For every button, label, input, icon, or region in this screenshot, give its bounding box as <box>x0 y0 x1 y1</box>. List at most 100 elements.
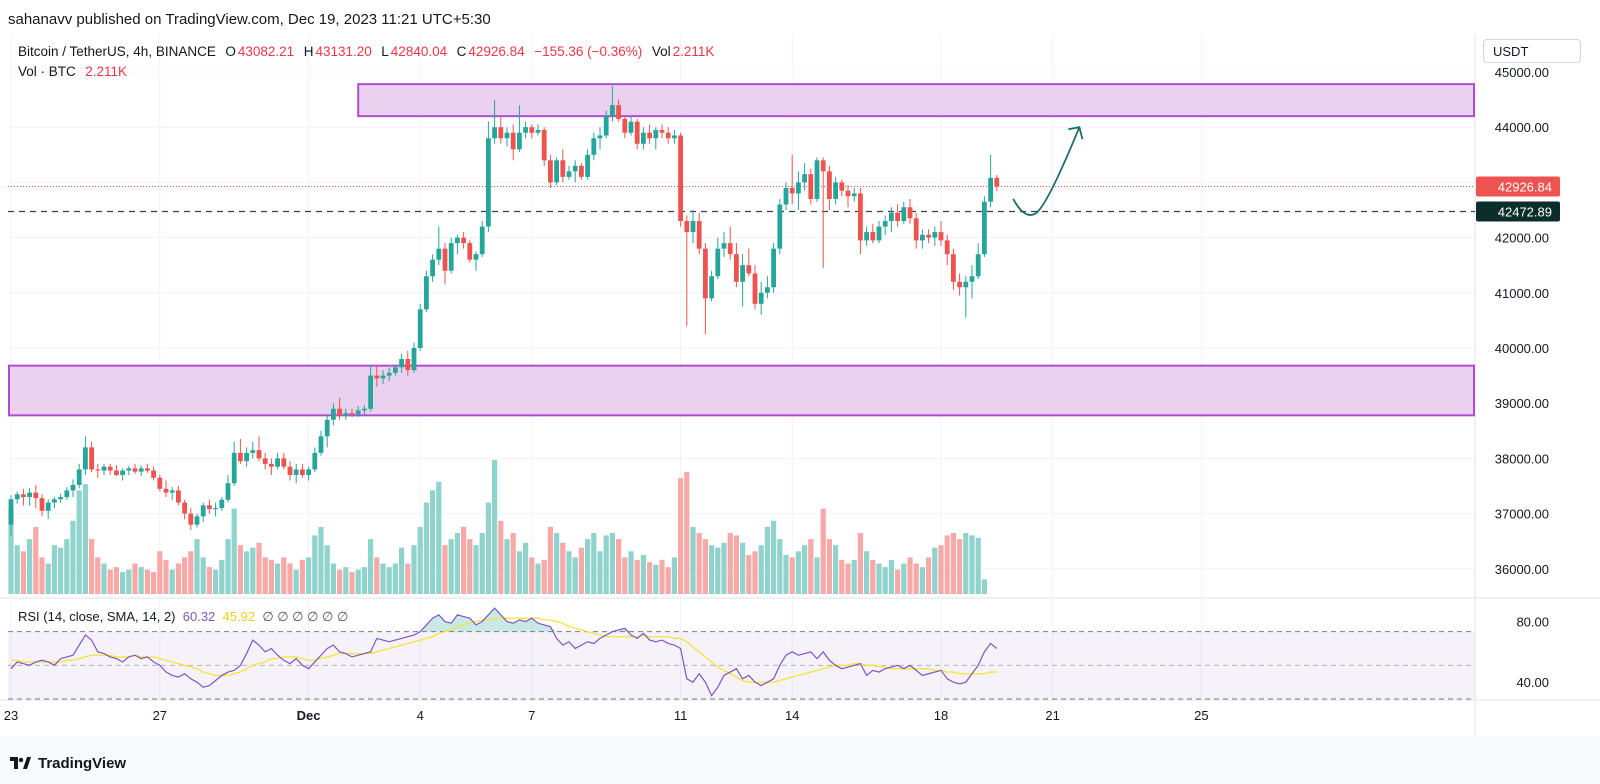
volume-bar <box>560 542 566 594</box>
price-tick-label: 36000.00 <box>1495 562 1549 577</box>
volume-bar <box>795 551 801 594</box>
candle-body <box>876 226 882 241</box>
candle-body <box>963 281 969 288</box>
candle-body <box>721 243 727 249</box>
rsi-tick-label: 80.00 <box>1516 614 1549 629</box>
volume-bar <box>740 542 746 594</box>
candle-body <box>45 502 51 511</box>
candle-body <box>219 499 225 509</box>
volume-bar <box>343 567 349 594</box>
candle-body <box>517 132 522 150</box>
candle-body <box>486 138 491 227</box>
volume-bar <box>194 539 200 594</box>
candle-body <box>182 502 187 514</box>
change-value: −155.36 (−0.36%) <box>534 44 643 59</box>
candle-body <box>548 160 553 183</box>
volume-bar <box>572 557 578 594</box>
volume-bar <box>876 563 882 594</box>
candle-body <box>479 226 485 255</box>
volume-bar <box>467 539 473 594</box>
volume-bar <box>609 533 615 594</box>
volume-bar <box>758 545 764 594</box>
volume-bar <box>696 533 702 594</box>
volume-bar <box>640 554 646 594</box>
candle-body <box>238 452 243 462</box>
candle-body <box>343 413 349 416</box>
volume-bar <box>851 559 857 594</box>
volume-bar <box>907 557 913 594</box>
candle-body <box>76 469 82 485</box>
volume-bar <box>312 535 318 594</box>
volume-bar <box>386 567 392 594</box>
rsi-sma-value: 45.92 <box>222 609 256 624</box>
footer-bar <box>0 736 1600 784</box>
candle-body <box>163 488 169 493</box>
candle-body <box>393 367 398 373</box>
volume-bar <box>188 551 194 594</box>
candle-body <box>672 135 677 139</box>
candle-body <box>610 105 615 117</box>
open-label: O <box>225 44 236 59</box>
candle-body <box>281 458 287 467</box>
candle-body <box>727 243 733 255</box>
volume-bar <box>529 557 535 594</box>
candle-body <box>138 468 144 472</box>
candle-body <box>473 254 479 260</box>
tradingview-logo[interactable]: TradingView <box>10 755 126 772</box>
currency-button[interactable]: USDT <box>1483 39 1581 63</box>
volume-bar <box>547 526 553 594</box>
candle-body <box>107 466 113 471</box>
candle-body <box>820 160 826 172</box>
volume-bar <box>89 539 95 594</box>
volume-bar <box>275 563 281 594</box>
candle-body <box>957 281 962 288</box>
time-tick-label: 25 <box>1194 708 1208 723</box>
volume-bar <box>888 559 894 594</box>
time-tick-label: 11 <box>674 708 688 723</box>
volume-bar <box>479 533 485 594</box>
candle-body <box>70 484 76 491</box>
volume-bar <box>764 526 770 594</box>
candle-body <box>858 193 863 241</box>
volume-bar <box>659 559 665 594</box>
rsi-tick-label: 40.00 <box>1516 675 1549 690</box>
volume-study-label[interactable]: Vol · BTC <box>18 64 76 79</box>
close-label: C <box>456 44 467 59</box>
volume-bar <box>628 551 634 594</box>
candle-body <box>827 171 832 199</box>
volume-bar <box>597 551 603 594</box>
price-tick-label: 44000.00 <box>1495 120 1549 135</box>
candle-body <box>777 204 783 249</box>
candle-body <box>944 240 950 255</box>
rsi-label[interactable]: RSI (14, close, SMA, 14, 2) <box>18 609 176 624</box>
projection-arrow-curve <box>1012 126 1081 216</box>
volume-bar <box>374 557 380 594</box>
volume-bar <box>814 557 820 594</box>
volume-bar <box>293 569 299 594</box>
candle-body <box>659 129 665 133</box>
candle-body <box>194 516 200 525</box>
volume-bar <box>225 539 231 594</box>
volume-bar <box>857 533 863 594</box>
candle-body <box>318 436 324 453</box>
candle-body <box>262 458 268 464</box>
candle-body <box>424 276 429 310</box>
volume-bar <box>268 559 274 594</box>
volume-bar <box>244 551 250 594</box>
candle-body <box>690 221 696 233</box>
candle-body <box>616 105 621 119</box>
volume-bar <box>299 559 305 594</box>
symbol-name[interactable]: Bitcoin / TetherUS, 4h, BINANCE <box>18 44 216 59</box>
candle-body <box>907 207 913 219</box>
price-tick-label: 38000.00 <box>1495 451 1549 466</box>
volume-bar <box>485 502 491 594</box>
candle-body <box>634 121 640 144</box>
price-chart[interactable]: 36000.00 37000.00 38000.00 39000.00 40000.00… <box>0 0 1600 736</box>
volume-bar <box>938 545 944 594</box>
volume-bar <box>33 526 39 594</box>
volume-bar <box>175 563 181 594</box>
volume-bar <box>981 579 987 594</box>
candle-body <box>442 248 448 271</box>
close-value: 42926.84 <box>468 44 525 59</box>
volume-bar <box>144 569 150 594</box>
